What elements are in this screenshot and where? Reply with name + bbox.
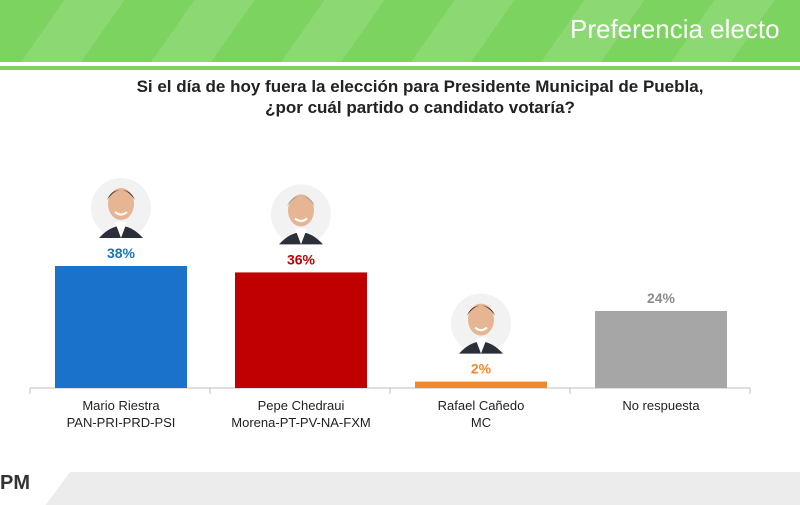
header-title: Preferencia electo: [570, 14, 780, 44]
candidate-photo-2: [271, 184, 331, 245]
category-label-3: Rafael Cañedo: [438, 398, 525, 413]
header-divider: [0, 66, 800, 70]
category-label-2: Pepe Chedraui: [258, 398, 345, 413]
survey-question: Si el día de hoy fuera la elección para …: [40, 76, 800, 118]
bar-2: [235, 272, 367, 388]
category-sublabel-1: PAN-PRI-PRD-PSI: [67, 415, 176, 430]
bar-4: [595, 310, 727, 388]
data-label-2: 36%: [287, 251, 316, 267]
header-band: Preferencia electo: [0, 0, 800, 62]
candidate-photo-1: [91, 178, 151, 238]
data-label-1: 38%: [107, 245, 136, 261]
bar-chart: 38% Mario Riestra PAN-PRI-PRD-PSI 36% Pepe C…: [29, 178, 751, 430]
candidate-photo-3: [451, 293, 511, 354]
bar-3: [415, 381, 547, 388]
category-label-4: No respuesta: [622, 398, 700, 413]
question-line-1: Si el día de hoy fuera la elección para …: [136, 77, 704, 96]
category-sublabel-2: Morena-PT-PV-NA-FXM: [231, 415, 370, 430]
category-label-1: Mario Riestra: [82, 398, 160, 413]
data-label-3: 2%: [471, 361, 492, 377]
company-logo: PM: [0, 472, 30, 494]
data-label-4: 24%: [647, 290, 676, 306]
category-sublabel-3: MC: [471, 415, 491, 430]
footer-band: [0, 472, 800, 505]
question-line-2: ¿por cuál partido o candidato votaría?: [265, 98, 575, 117]
bar-1: [55, 266, 187, 388]
